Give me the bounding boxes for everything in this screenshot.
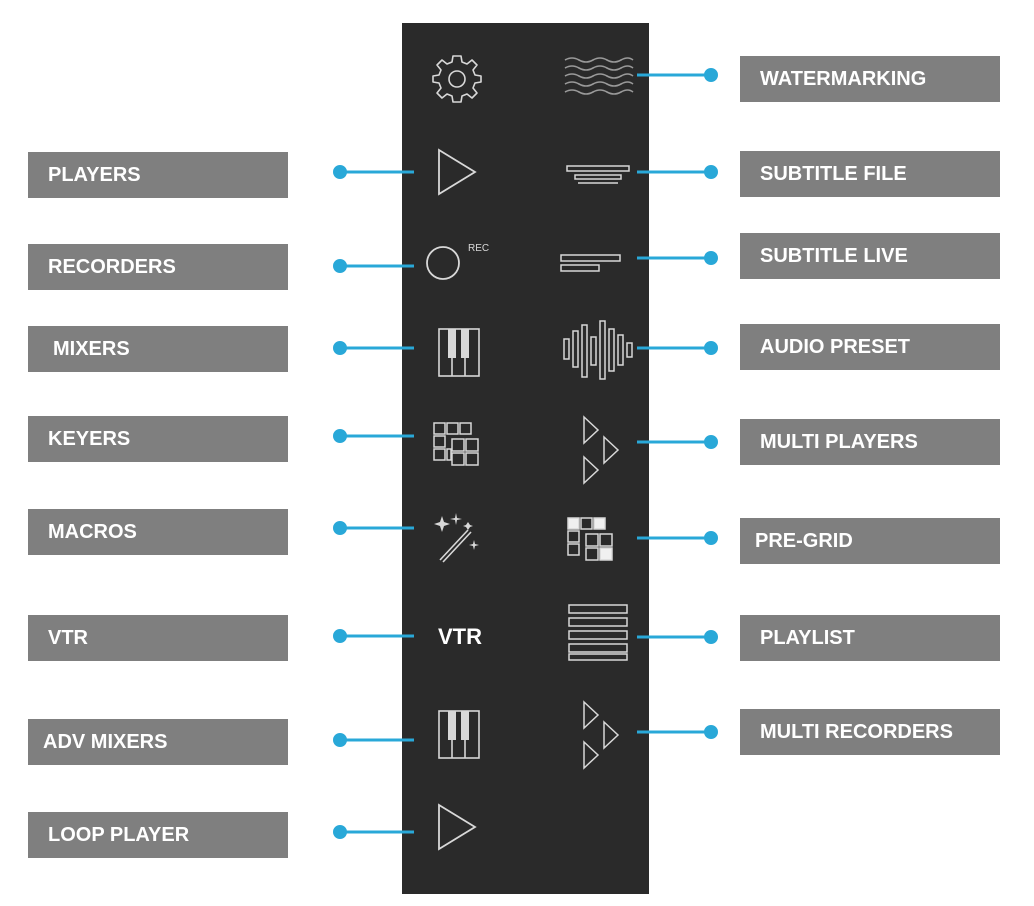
loop-player-label: LOOP PLAYER <box>28 812 288 858</box>
pre-grid-icon[interactable] <box>566 516 618 566</box>
watermarking-label: WATERMARKING <box>740 56 1000 102</box>
vtr-label: VTR <box>28 615 288 661</box>
multi-recorders-label: MULTI RECORDERS <box>740 709 1000 755</box>
audio-waveform-icon[interactable] <box>562 319 633 381</box>
keyers-label: KEYERS <box>28 416 288 462</box>
macros-label: MACROS <box>28 509 288 555</box>
adv-mixers-label: ADV MIXERS <box>28 719 288 765</box>
mixers-label: MIXERS <box>28 326 288 372</box>
waves-icon[interactable] <box>563 56 634 96</box>
subtitle-live-icon[interactable] <box>560 254 624 276</box>
play-icon[interactable] <box>437 803 479 851</box>
multi-players-label: MULTI PLAYERS <box>740 419 1000 465</box>
audio-preset-label: AUDIO PRESET <box>740 324 1000 370</box>
rec-text: REC <box>468 243 490 254</box>
players-label: PLAYERS <box>28 152 288 198</box>
subtitle-live-label: SUBTITLE LIVE <box>740 233 1000 279</box>
piano-keys-icon[interactable] <box>438 328 480 378</box>
subtitle-file-icon[interactable] <box>566 165 632 185</box>
magic-wand-icon[interactable] <box>434 512 484 564</box>
pre-grid-label: PRE-GRID <box>740 518 1000 564</box>
play-icon[interactable] <box>437 148 479 196</box>
keyer-grid-icon[interactable] <box>432 421 484 471</box>
subtitle-file-label: SUBTITLE FILE <box>740 151 1000 197</box>
playlist-icon[interactable] <box>568 603 630 663</box>
multi-play-icon[interactable] <box>580 413 624 485</box>
multi-record-icon[interactable] <box>580 698 624 770</box>
piano-keys-icon[interactable] <box>438 710 480 760</box>
vtr-icon[interactable]: VTR <box>438 624 482 649</box>
record-icon[interactable] <box>424 242 496 282</box>
playlist-label: PLAYLIST <box>740 615 1000 661</box>
recorders-label: RECORDERS <box>28 244 288 290</box>
gear-icon[interactable] <box>432 53 482 103</box>
